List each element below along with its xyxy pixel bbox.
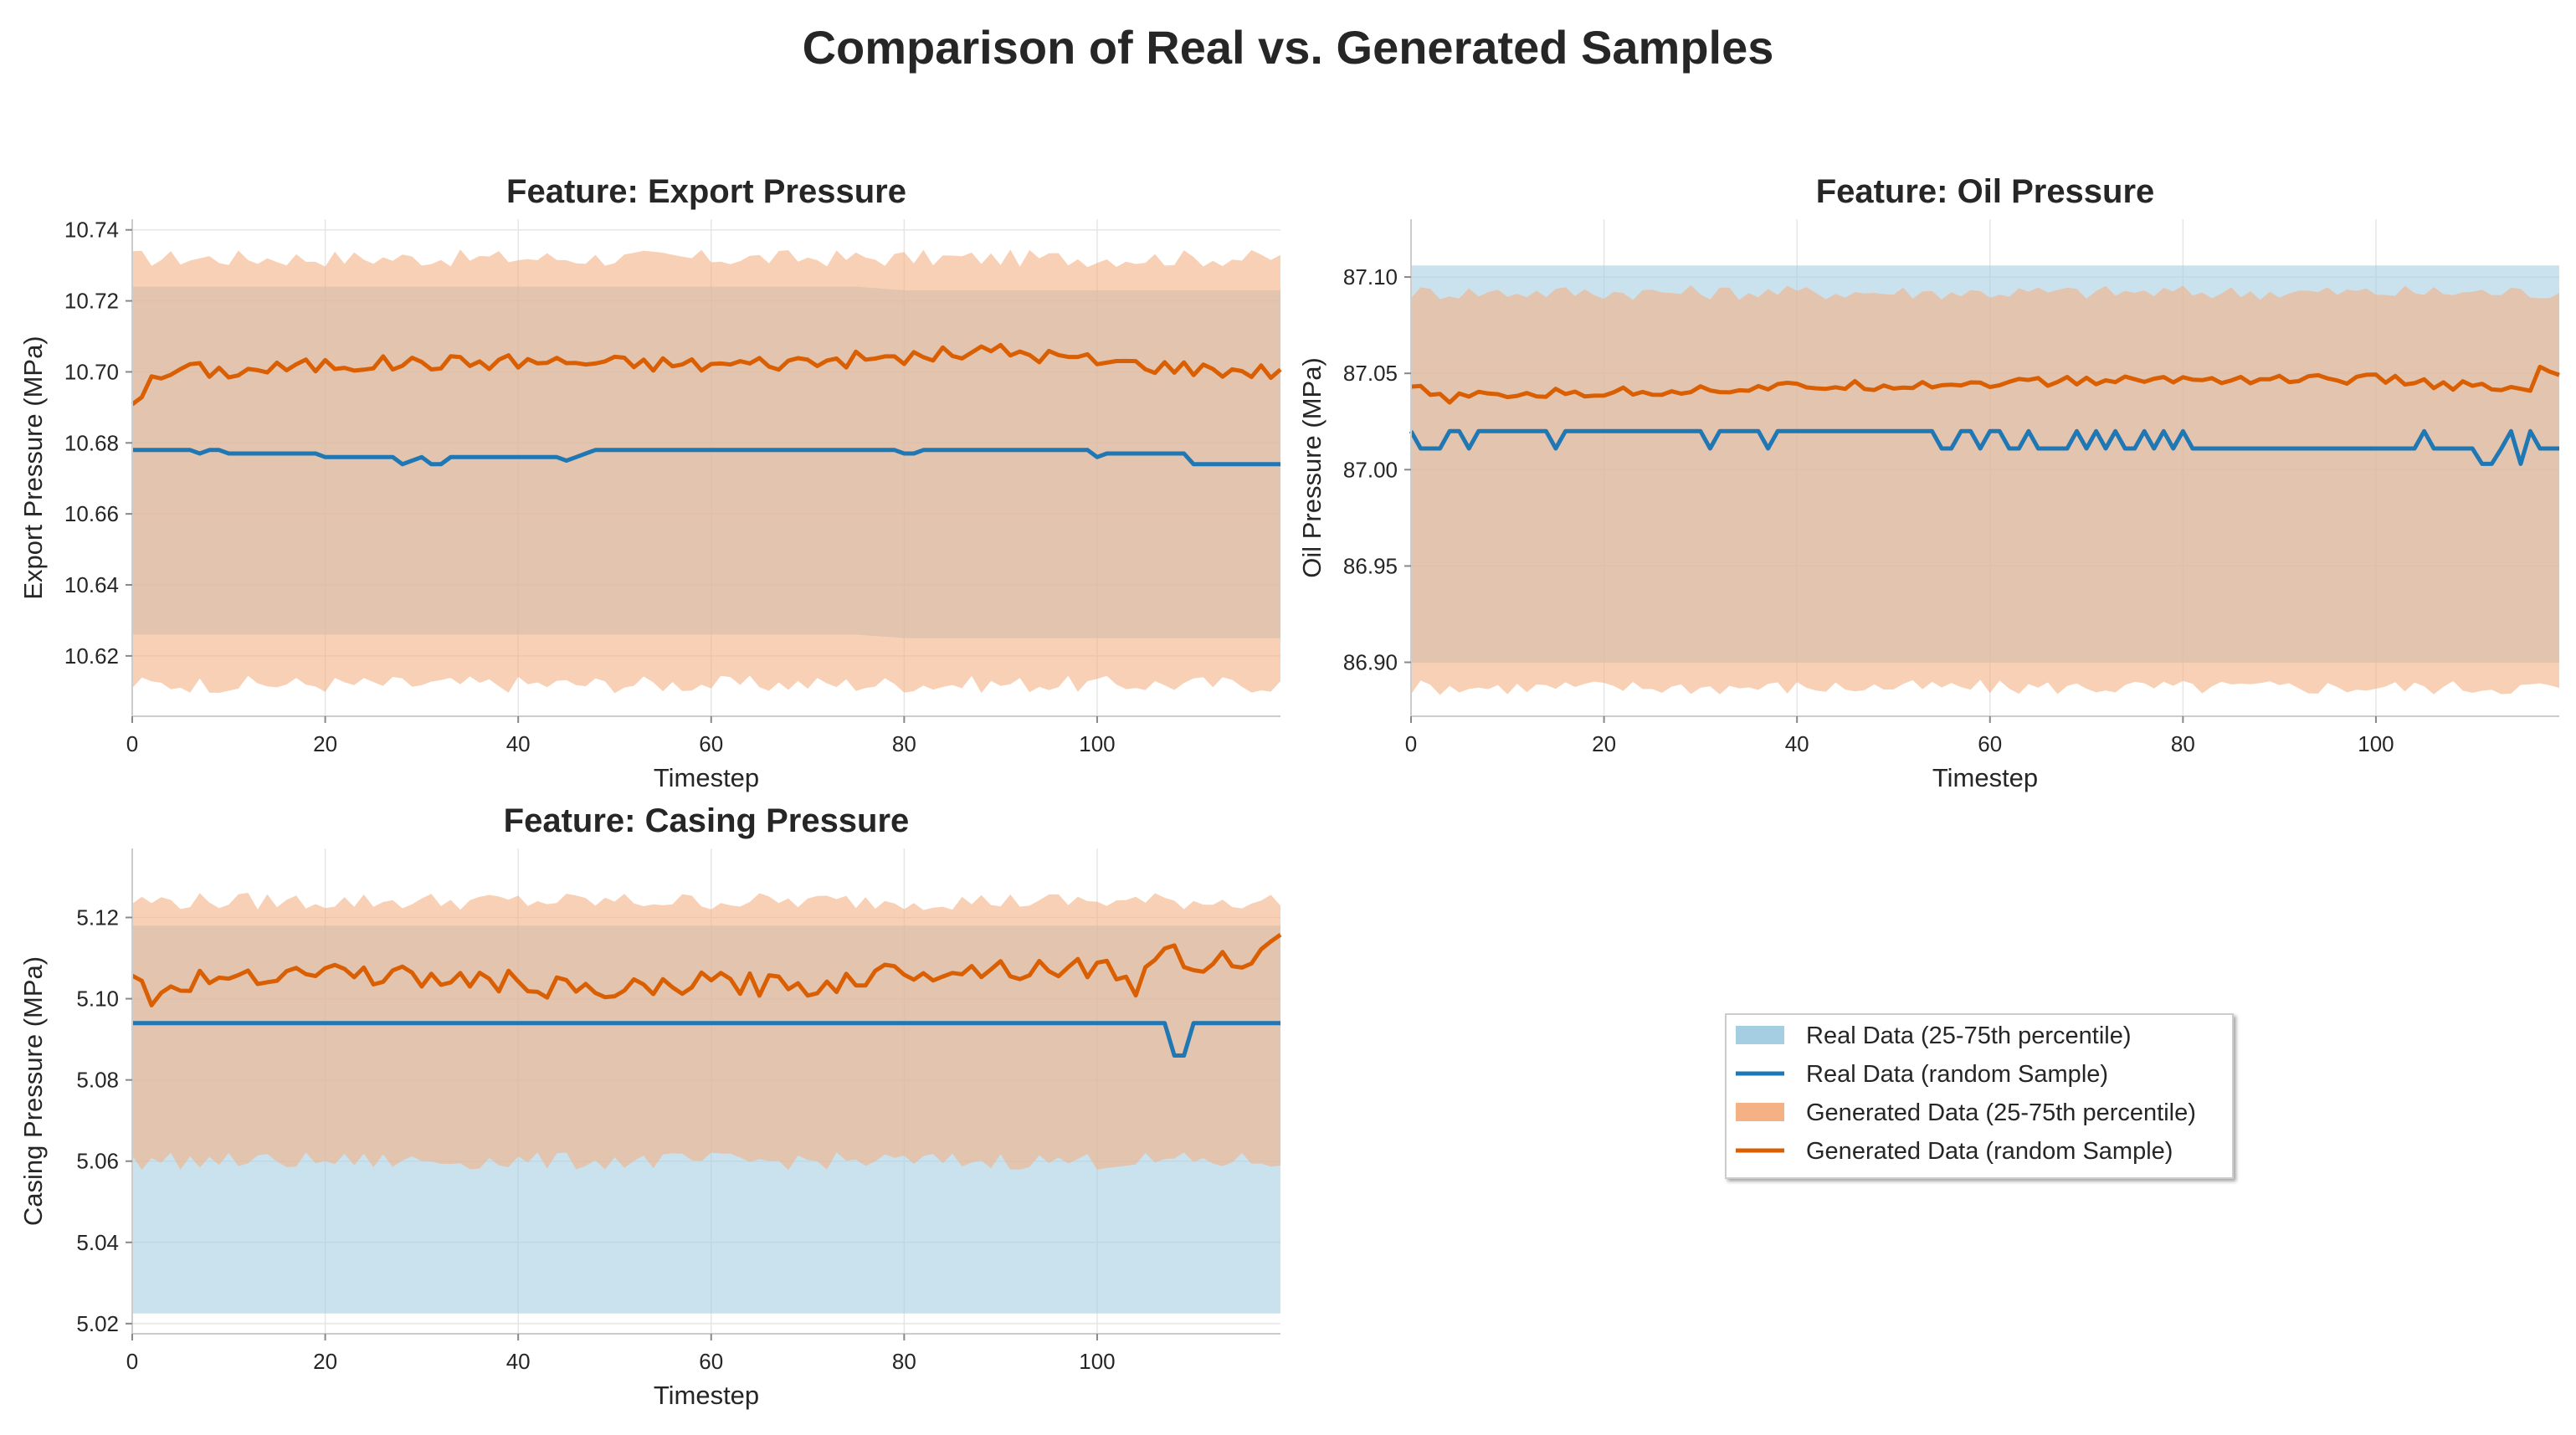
real-sample-line	[132, 1021, 1280, 1058]
legend-label-real-band: Real Data (25-75th percentile)	[1806, 1022, 2131, 1049]
y-tick-label: 10.66	[64, 501, 119, 526]
legend-swatch-gen-band	[1736, 1103, 1784, 1121]
x-tick-label: 60	[699, 731, 723, 756]
x-tick-label: 40	[1785, 731, 1809, 756]
y-tick-label: 5.10	[76, 987, 119, 1012]
subplot-casing-pressure: 0 20 40 60 80 100 5.02 5.04 5.06 5.08 5.10 5.12 Feat…	[18, 802, 1282, 1410]
x-tick-label: 60	[1978, 731, 2002, 756]
y-tick-label: 10.64	[64, 572, 119, 597]
legend-frame	[1725, 1013, 2234, 1179]
y-tick-label: 86.95	[1343, 553, 1398, 578]
x-tick-label: 60	[699, 1349, 723, 1374]
x-tick-label: 40	[506, 1349, 531, 1374]
y-tick-label: 87.10	[1343, 264, 1398, 290]
x-tick-label: 40	[506, 731, 531, 756]
subplot-title-casing-pressure: Feature: Casing Pressure	[504, 802, 910, 839]
y-tick-label: 86.90	[1343, 650, 1398, 675]
subplot-title-oil-pressure: Feature: Oil Pressure	[1816, 173, 2155, 210]
x-tick-label: 100	[2358, 731, 2394, 756]
y-tick-label: 10.74	[64, 218, 119, 243]
generated-percentile-band	[1411, 284, 2559, 695]
legend-swatch-real-band	[1736, 1026, 1784, 1044]
subplot-export-pressure: 0 20 40 60 80 100 10.62 10.64 10.66 10.68 10.70 10.…	[18, 173, 1282, 792]
y-axis-label: Casing Pressure (MPa)	[18, 956, 48, 1226]
figure-title: Comparison of Real vs. Generated Samples	[803, 21, 1774, 74]
x-tick-label: 0	[1405, 731, 1417, 756]
x-tick-label: 100	[1079, 731, 1115, 756]
y-tick-label: 10.72	[64, 289, 119, 314]
y-tick-label: 87.05	[1343, 361, 1398, 386]
x-tick-label: 80	[892, 731, 916, 756]
x-tick-label: 80	[2171, 731, 2195, 756]
y-axis-label: Oil Pressure (MPa)	[1297, 357, 1326, 578]
x-tick-label: 80	[892, 1349, 916, 1374]
legend-label-gen-sample: Generated Data (random Sample)	[1806, 1138, 2173, 1165]
x-axis-label: Timestep	[654, 1381, 759, 1410]
x-tick-label: 0	[126, 1349, 138, 1374]
legend: Real Data (25-75th percentile) Real Data…	[1725, 1013, 2234, 1179]
generated-sample-line	[131, 933, 1282, 1007]
generated-percentile-band	[132, 893, 1280, 1171]
y-tick-label: 5.08	[76, 1068, 119, 1093]
x-tick-label: 0	[126, 731, 138, 756]
x-tick-label: 20	[313, 731, 337, 756]
legend-label-gen-band: Generated Data (25-75th percentile)	[1806, 1099, 2196, 1126]
x-tick-label: 20	[313, 1349, 337, 1374]
y-tick-label: 10.68	[64, 430, 119, 455]
generated-sample-line	[131, 342, 1282, 407]
y-tick-label: 5.02	[76, 1311, 119, 1336]
x-tick-label: 100	[1079, 1349, 1115, 1374]
subplot-oil-pressure: 0 20 40 60 80 100 86.90 86.95 87.00 87.05 87.10 Fea…	[1297, 173, 2560, 792]
x-axis-label: Timestep	[654, 763, 759, 792]
y-tick-label: 87.00	[1343, 457, 1398, 482]
generated-sample-line	[1410, 364, 2560, 405]
real-sample-line	[1409, 428, 2559, 466]
y-tick-label: 5.06	[76, 1149, 119, 1174]
x-axis-label: Timestep	[1932, 763, 2038, 792]
x-tick-label: 20	[1592, 731, 1616, 756]
y-axis-label: Export Pressure (MPa)	[18, 336, 48, 599]
y-tick-label: 5.04	[76, 1230, 119, 1255]
y-tick-label: 5.12	[76, 905, 119, 930]
real-sample-line	[132, 448, 1280, 467]
y-tick-label: 10.70	[64, 359, 119, 384]
y-tick-label: 10.62	[64, 643, 119, 669]
subplot-title-export-pressure: Feature: Export Pressure	[506, 173, 906, 210]
legend-label-real-sample: Real Data (random Sample)	[1806, 1061, 2108, 1088]
generated-percentile-band	[132, 249, 1280, 694]
